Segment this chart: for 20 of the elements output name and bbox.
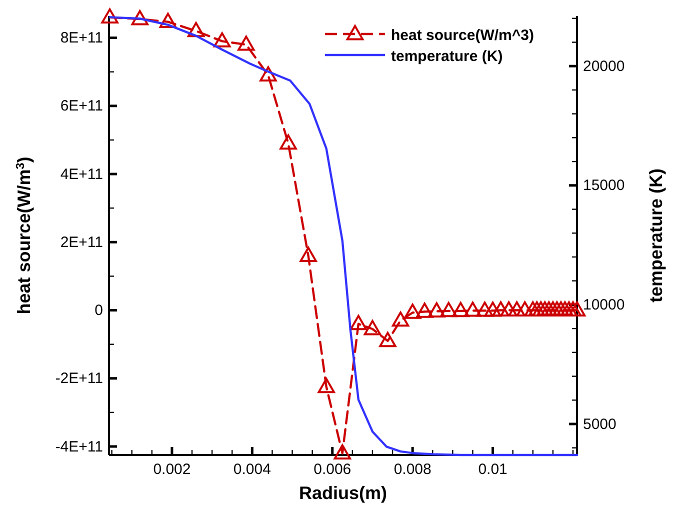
x-tick-label: 0.01: [478, 461, 508, 478]
y2-tick-label: 15000: [583, 177, 625, 194]
y-tick-label: 0: [94, 302, 103, 320]
y-tick-label: 6E+11: [60, 98, 103, 115]
y-tick-label: 4E+11: [60, 166, 103, 183]
y-tick-label: 8E+11: [60, 30, 103, 47]
x-tick-label: 0.008: [394, 461, 432, 478]
legend-label: heat source(W/m^3): [391, 27, 534, 44]
x-axis-title: Radius(m): [298, 483, 388, 503]
x-tick-label: 0.004: [233, 461, 271, 478]
y-tick-label: -4E+11: [55, 438, 103, 456]
legend-label: temperature (K): [391, 48, 503, 65]
x-tick-label: 0.002: [153, 461, 191, 478]
y-tick-label: -2E+11: [55, 370, 103, 388]
x-tick-label: 0.006: [314, 461, 352, 478]
y2-tick-label: 10000: [583, 296, 625, 314]
y2-tick-label: 5000: [583, 416, 616, 433]
y-tick-label: 2E+11: [60, 234, 103, 251]
y2-tick-label: 20000: [583, 58, 625, 75]
y2-axis-title: temperature (K): [646, 168, 666, 303]
